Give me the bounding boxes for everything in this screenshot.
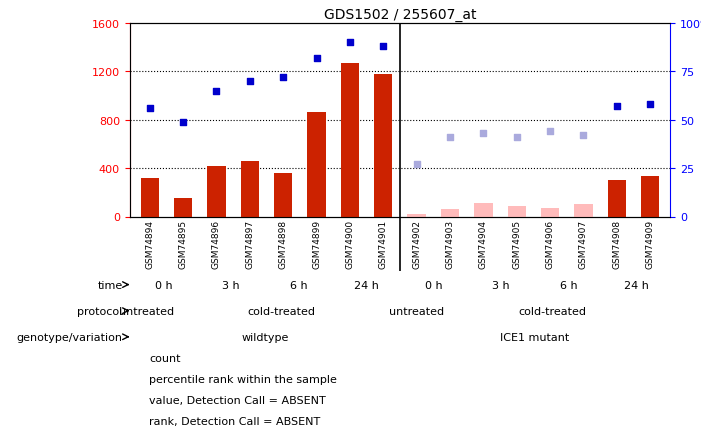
Bar (441, 209, 459, 217)
Text: GSM74904: GSM74904 (479, 220, 488, 269)
Point (144, 105, 156, 112)
Text: time: time (97, 280, 123, 290)
Text: GSM74896: GSM74896 (212, 220, 221, 269)
Point (611, 103, 622, 110)
Text: 6 h: 6 h (560, 280, 578, 290)
Bar (240, 161, 259, 217)
Text: count: count (149, 353, 181, 363)
Text: genotype/variation: genotype/variation (17, 332, 123, 342)
Point (411, 161, 422, 168)
Bar (174, 198, 192, 217)
Text: GSM74900: GSM74900 (346, 220, 355, 269)
Text: GSM74898: GSM74898 (279, 220, 287, 269)
Text: GSM74905: GSM74905 (512, 220, 521, 269)
Bar (407, 214, 426, 217)
Text: 24 h: 24 h (624, 280, 649, 290)
Text: GSM74907: GSM74907 (579, 220, 588, 269)
Bar (541, 209, 559, 217)
Text: value, Detection Call = ABSENT: value, Detection Call = ABSENT (149, 395, 326, 404)
Point (177, 119, 189, 126)
Text: 3 h: 3 h (492, 280, 510, 290)
Text: GSM74902: GSM74902 (412, 220, 421, 269)
Text: GSM74895: GSM74895 (179, 220, 188, 269)
Text: untreated: untreated (389, 306, 444, 316)
Text: GSM74903: GSM74903 (445, 220, 454, 269)
Point (545, 128, 556, 135)
Text: rank, Detection Call = ABSENT: rank, Detection Call = ABSENT (149, 416, 320, 425)
Text: untreated: untreated (119, 306, 174, 316)
Point (477, 131, 489, 138)
Bar (641, 177, 660, 217)
Text: GSM74894: GSM74894 (145, 220, 154, 269)
Point (378, 43, 389, 50)
Text: 0 h: 0 h (425, 280, 442, 290)
Bar (574, 205, 592, 217)
Bar (274, 174, 292, 217)
Text: GSM74908: GSM74908 (612, 220, 621, 269)
Text: GSM74909: GSM74909 (646, 220, 655, 269)
Text: percentile rank within the sample: percentile rank within the sample (149, 374, 337, 384)
Text: ICE1 mutant: ICE1 mutant (501, 332, 570, 342)
Text: cold-treated: cold-treated (247, 306, 315, 316)
Point (211, 88, 222, 95)
Point (444, 135, 456, 141)
Point (244, 78, 255, 85)
Bar (608, 181, 626, 217)
Bar (307, 113, 326, 217)
Bar (374, 75, 393, 217)
Point (311, 55, 322, 62)
Bar (474, 204, 493, 217)
Text: GSM74901: GSM74901 (379, 220, 388, 269)
Point (344, 39, 355, 46)
Text: 3 h: 3 h (222, 280, 240, 290)
Bar (207, 166, 226, 217)
Bar (508, 206, 526, 217)
Bar (341, 64, 359, 217)
Text: GSM74899: GSM74899 (312, 220, 321, 269)
Point (578, 132, 589, 139)
Text: 6 h: 6 h (290, 280, 308, 290)
Point (644, 102, 655, 108)
Text: cold-treated: cold-treated (518, 306, 586, 316)
Title: GDS1502 / 255607_at: GDS1502 / 255607_at (324, 7, 476, 21)
Point (278, 75, 289, 82)
Text: 24 h: 24 h (354, 280, 379, 290)
Text: GSM74897: GSM74897 (245, 220, 254, 269)
Text: GSM74906: GSM74906 (545, 220, 554, 269)
Text: 0 h: 0 h (155, 280, 172, 290)
Text: wildtype: wildtype (241, 332, 289, 342)
Point (511, 135, 522, 141)
Text: protocol: protocol (77, 306, 123, 316)
Bar (140, 178, 159, 217)
